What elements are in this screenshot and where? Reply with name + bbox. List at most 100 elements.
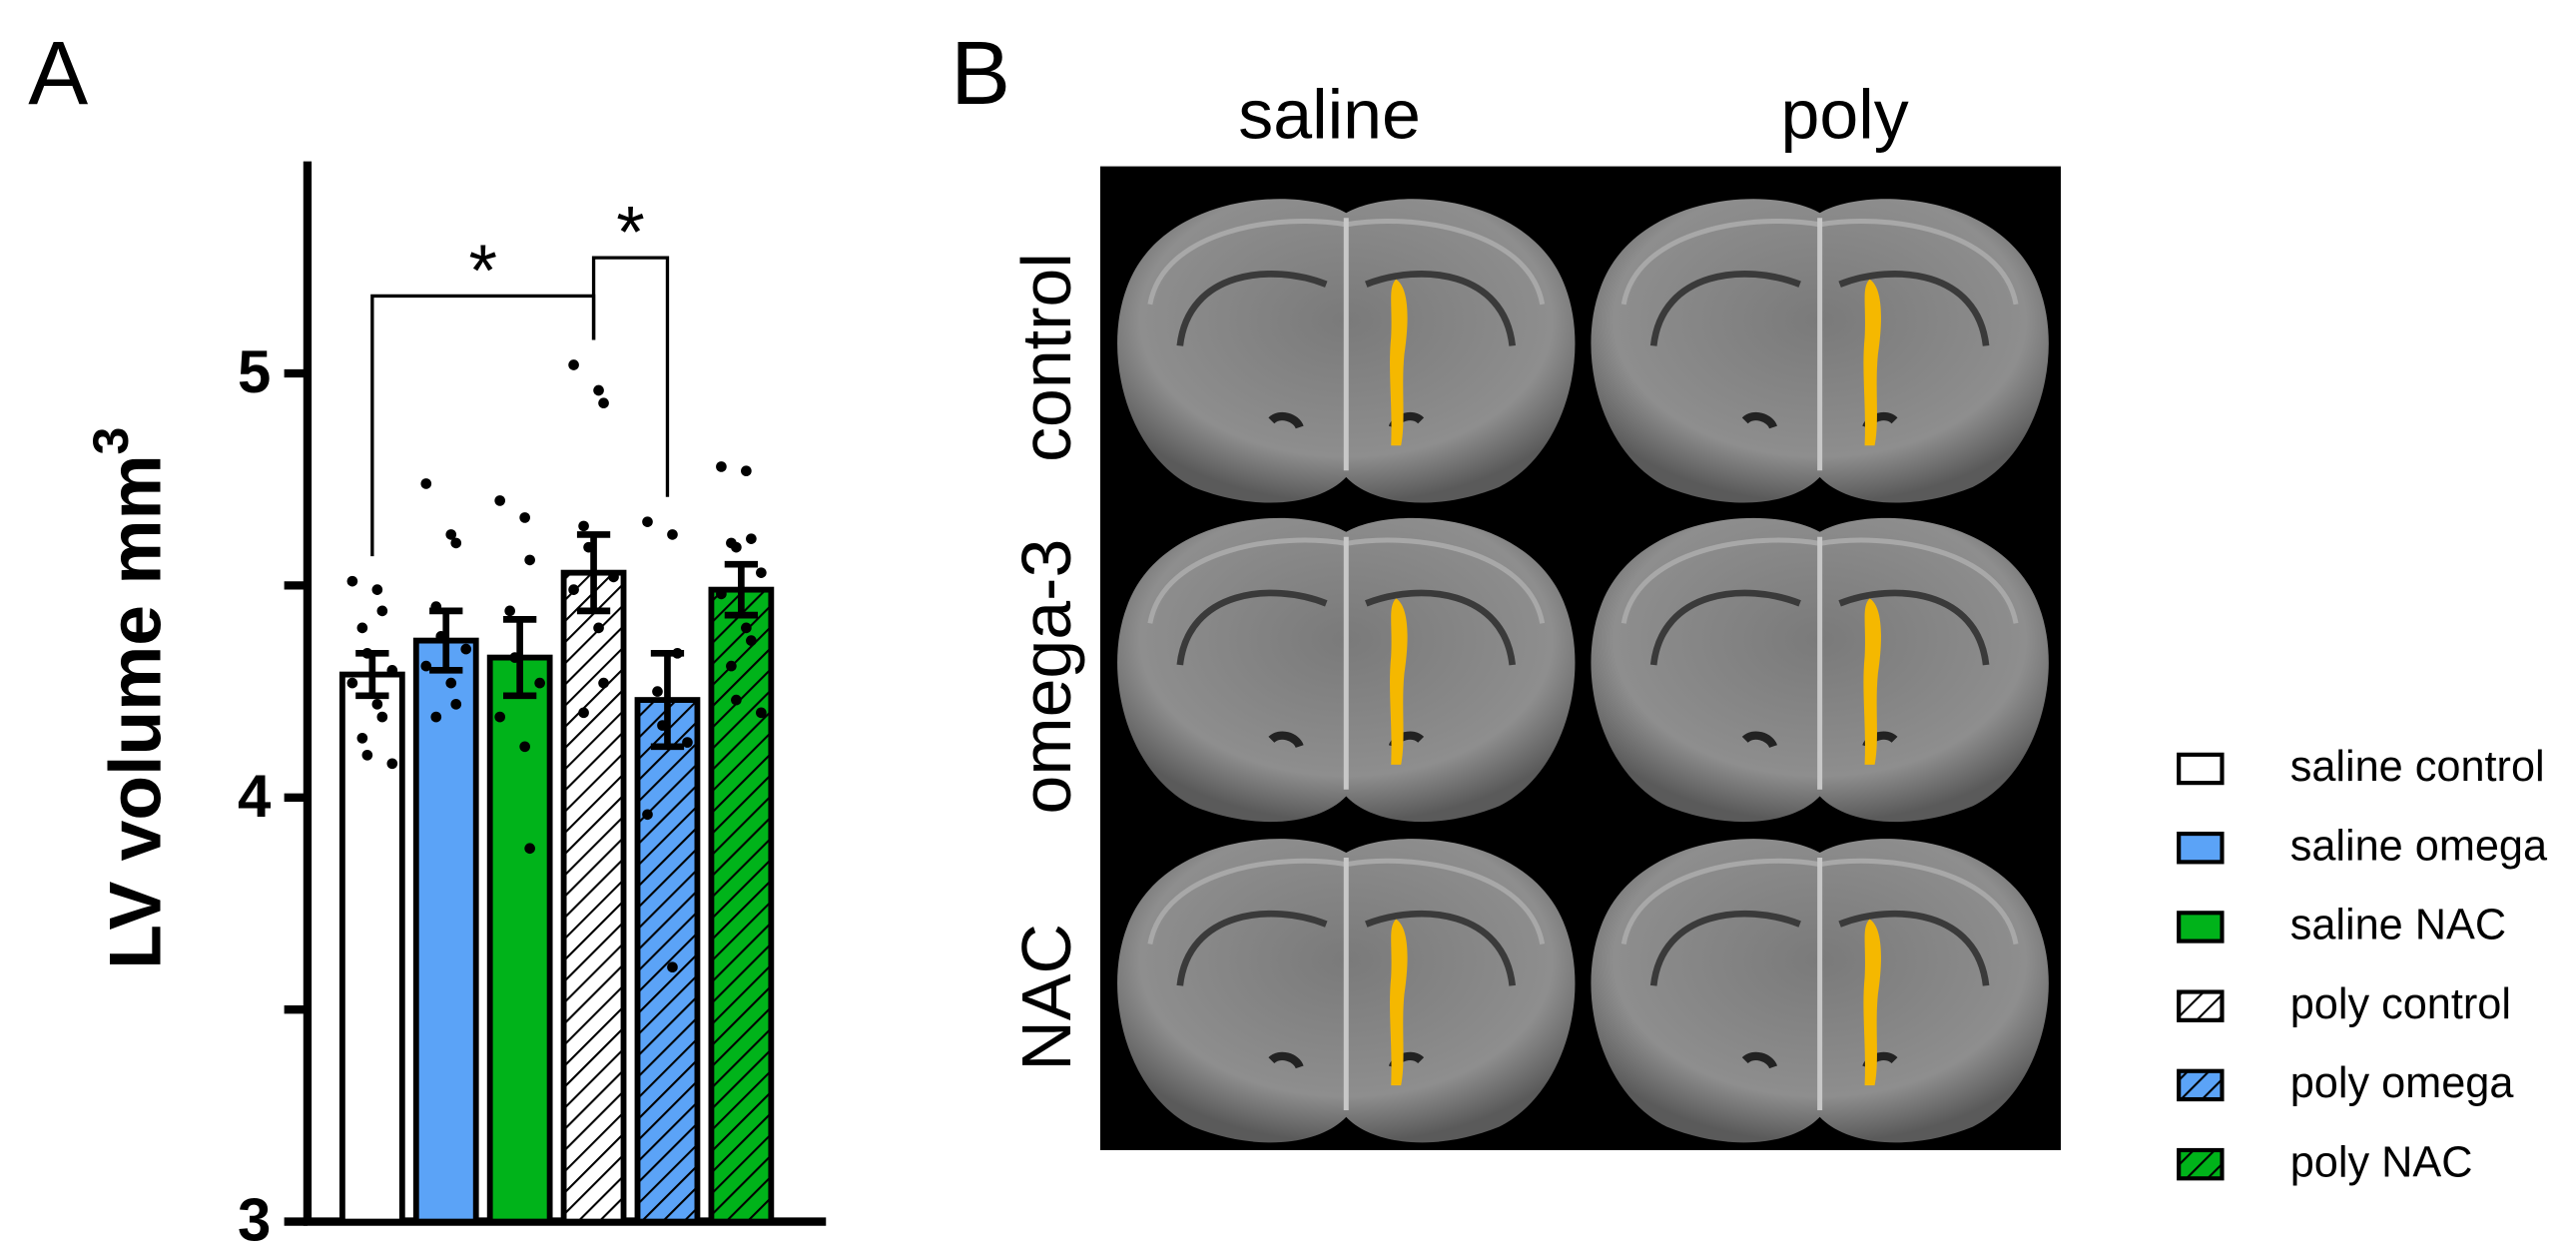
data-point (741, 622, 752, 634)
data-point (593, 622, 604, 634)
column-label: poly (1781, 75, 1909, 153)
data-point (509, 652, 520, 663)
data-point (578, 520, 589, 532)
data-point (716, 461, 727, 472)
data-point (450, 699, 462, 710)
brain-image (1591, 199, 2048, 502)
data-point (756, 567, 767, 578)
panel-label: B (951, 24, 1010, 124)
data-point (460, 643, 472, 655)
bar (708, 586, 775, 1225)
significance-bracket (591, 256, 670, 497)
legend-label: saline omega (2290, 822, 2548, 870)
data-point (652, 686, 663, 697)
legend-swatch (2177, 989, 2225, 1022)
y-tick-label: 4 (238, 763, 271, 830)
data-point (524, 843, 535, 855)
data-point (642, 516, 653, 527)
data-point (756, 707, 767, 719)
brain-image (1117, 199, 1575, 502)
data-point (519, 741, 530, 753)
data-point (376, 711, 388, 723)
legend-label: poly control (2290, 980, 2511, 1028)
data-point (657, 720, 668, 731)
row-label: NAC (1007, 924, 1085, 1071)
data-point (667, 529, 678, 540)
data-point (504, 605, 515, 617)
y-axis-label-text: LV volume mm (95, 454, 177, 968)
image-grid: saline poly control omega-3 NAC (1007, 75, 2049, 1142)
row-label: control (1007, 253, 1085, 462)
data-point (346, 575, 358, 587)
legend-label: saline control (2290, 743, 2545, 791)
legend-label: poly NAC (2290, 1138, 2473, 1186)
data-point (445, 677, 457, 689)
data-point (598, 677, 609, 689)
data-point (376, 605, 388, 617)
data-point (371, 584, 383, 595)
brain-image (1117, 839, 1575, 1142)
data-point (445, 529, 457, 540)
data-point (731, 541, 742, 553)
y-tick-label: 3 (238, 1187, 271, 1254)
data-point (608, 571, 619, 583)
bar (486, 654, 553, 1225)
panel-label: A (28, 24, 88, 124)
brain-image (1117, 518, 1575, 822)
legend-swatch (2177, 1147, 2225, 1181)
data-point (371, 699, 383, 710)
data-point (361, 749, 373, 761)
brain-image (1591, 839, 2048, 1142)
data-point (593, 384, 604, 396)
legend-swatch (2177, 752, 2225, 786)
data-point (494, 711, 506, 723)
significance-bracket (370, 294, 596, 557)
data-point (578, 707, 589, 719)
y-axis-label-superscript: 3 (83, 427, 139, 455)
data-point (494, 495, 506, 506)
data-point (583, 541, 594, 553)
data-point (731, 694, 742, 706)
data-point (420, 478, 432, 489)
legend-label: poly omega (2290, 1059, 2515, 1107)
data-point (726, 660, 737, 672)
legend-swatch (2177, 1068, 2225, 1102)
bar (412, 637, 479, 1225)
data-point (672, 648, 683, 659)
data-point (682, 737, 693, 748)
data-point (524, 554, 535, 566)
data-point (420, 660, 432, 672)
data-point (356, 622, 368, 634)
data-point (361, 648, 373, 659)
legend-label: saline NAC (2290, 902, 2506, 949)
data-point (667, 961, 678, 973)
data-point (430, 711, 442, 723)
legend: saline control saline omega saline NAC poly… (2177, 743, 2548, 1186)
legend-swatch (2177, 831, 2225, 865)
brain-image (1591, 518, 2048, 822)
data-point (356, 732, 368, 744)
legend-swatch (2177, 911, 2225, 943)
data-point (346, 677, 358, 689)
significance-label: * (616, 192, 645, 274)
data-point (435, 631, 447, 642)
y-tick-label: 5 (238, 338, 271, 405)
data-point (598, 397, 609, 409)
data-point (519, 512, 530, 523)
data-point (386, 665, 398, 676)
data-point (746, 533, 757, 544)
data-point (568, 584, 579, 595)
data-point (450, 537, 462, 549)
data-point (642, 809, 653, 821)
data-point (430, 601, 442, 612)
column-label: saline (1238, 75, 1421, 153)
data-point (568, 359, 579, 370)
bar (634, 697, 701, 1225)
bar (560, 569, 627, 1225)
data-point (386, 758, 398, 770)
y-axis-label: LV volume mm3 (83, 427, 177, 969)
data-point (746, 635, 757, 646)
data-point (534, 677, 545, 689)
